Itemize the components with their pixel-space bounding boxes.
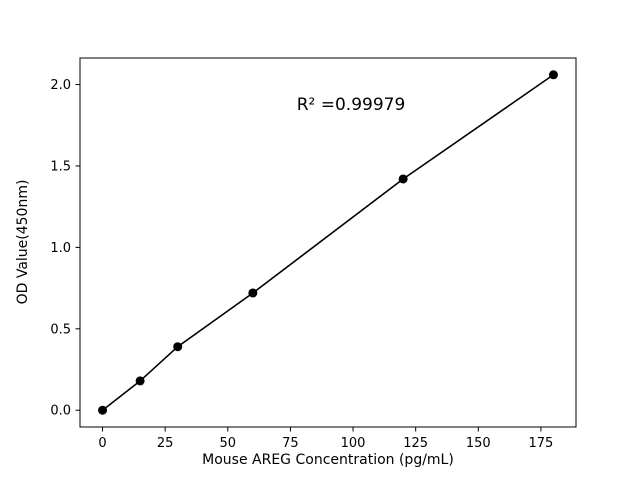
data-point [98, 405, 108, 415]
x-tick-label: 125 [403, 436, 428, 451]
regression-line [102, 74, 554, 411]
x-axis-label: Mouse AREG Concentration (pg/mL) [202, 452, 454, 468]
y-tick-label: 2.0 [50, 78, 71, 93]
x-tick-label: 100 [341, 436, 366, 451]
y-tick-label: 0.0 [50, 404, 71, 419]
y-axis-label: OD Value(450nm) [15, 180, 31, 305]
x-tick-label: 175 [529, 436, 554, 451]
y-tick-label: 1.5 [50, 159, 71, 174]
x-tick-label: 150 [466, 436, 491, 451]
x-tick-label: 25 [157, 436, 174, 451]
x-tick-label: 0 [98, 436, 106, 451]
data-point [248, 288, 258, 298]
data-point [548, 70, 558, 80]
data-point [173, 342, 183, 352]
y-tick-label: 0.5 [50, 322, 71, 337]
data-point [135, 376, 145, 386]
plot-frame [79, 57, 577, 428]
data-point [398, 174, 408, 184]
y-tick-label: 1.0 [50, 241, 71, 256]
x-tick-label: 50 [220, 436, 237, 451]
x-tick-label: 75 [282, 436, 299, 451]
r-squared-annotation: R² =0.99979 [297, 95, 406, 115]
